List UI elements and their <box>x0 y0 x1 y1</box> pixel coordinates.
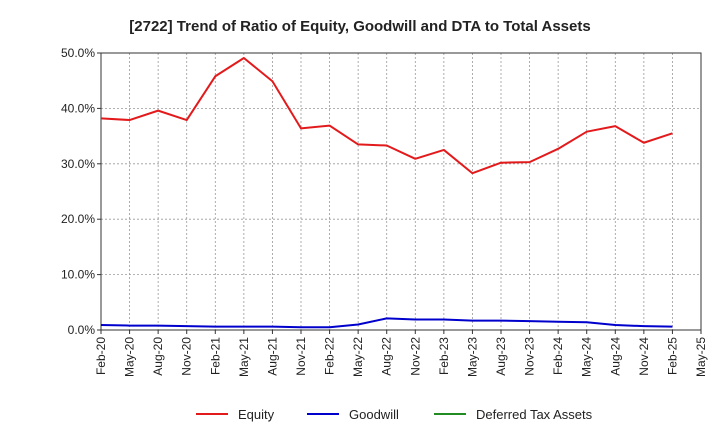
y-tick-label: 20.0% <box>61 212 95 226</box>
legend-label-goodwill: Goodwill <box>349 407 399 422</box>
plot-area: 0.0% 10.0% 20.0% 30.0% 40.0% 50.0% Feb-20 May-2… <box>61 46 708 377</box>
series-line-goodwill <box>100 317 673 329</box>
x-tick-label: Feb-22 <box>323 337 337 375</box>
x-tick-label: Aug-22 <box>380 337 394 376</box>
x-tick-label: Feb-25 <box>665 337 679 375</box>
y-tick-label: 10.0% <box>61 268 95 282</box>
y-tick-label: 0.0% <box>68 323 96 337</box>
x-tick-label: Feb-21 <box>208 337 222 375</box>
legend: Equity Goodwill Deferred Tax Assets <box>196 407 593 422</box>
legend-label-equity: Equity <box>238 407 275 422</box>
x-tick-label: Feb-24 <box>551 337 565 375</box>
plot-frame <box>100 52 702 331</box>
x-tick-label: May-21 <box>237 337 251 377</box>
series-line-equity <box>100 56 673 175</box>
x-tick-label: May-20 <box>123 337 137 377</box>
x-tick-label: Nov-23 <box>523 337 537 376</box>
x-tick-label: May-23 <box>465 337 479 377</box>
x-tick-label: Nov-21 <box>294 337 308 376</box>
y-tick-label: 40.0% <box>61 101 95 115</box>
x-tick-label: Aug-21 <box>265 337 279 376</box>
x-tick-label: May-22 <box>351 337 365 377</box>
x-tick-label: Nov-24 <box>637 337 651 376</box>
x-tick-label: Aug-20 <box>151 337 165 376</box>
y-tick-label: 50.0% <box>61 46 95 60</box>
x-tick-label: Aug-24 <box>608 337 622 376</box>
x-tick-label: Feb-20 <box>94 337 108 375</box>
x-tick-label: Nov-22 <box>408 337 422 376</box>
x-tick-label: May-25 <box>694 337 708 377</box>
x-tick-label: Aug-23 <box>494 337 508 376</box>
x-tick-label: May-24 <box>580 337 594 377</box>
chart-title: [2722] Trend of Ratio of Equity, Goodwil… <box>129 18 590 35</box>
x-tick-label: Feb-23 <box>437 337 451 375</box>
y-tick-label: 30.0% <box>61 157 95 171</box>
legend-label-deferred-tax-assets: Deferred Tax Assets <box>476 407 593 422</box>
x-tick-label: Nov-20 <box>180 337 194 376</box>
